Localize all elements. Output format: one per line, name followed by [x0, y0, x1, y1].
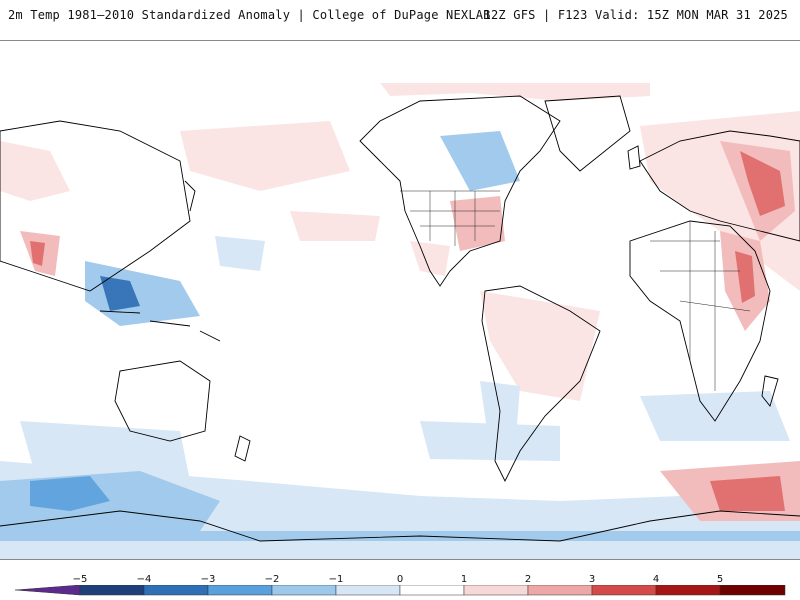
uk-outline	[627, 145, 641, 170]
canada-cold	[440, 131, 520, 191]
colorbar-swatch	[591, 585, 657, 596]
europe-outline	[639, 130, 800, 242]
colorbar-swatch	[143, 585, 209, 596]
antarctic-warm-core	[710, 476, 785, 511]
us-east-warm	[450, 196, 505, 251]
colorbar-tick-label: 2	[524, 574, 532, 585]
mexico-warm	[410, 241, 450, 276]
maritime-continent-deep-cold	[100, 276, 140, 311]
colorbar: −5 −4 −3 −2 −1 0 1 2 3 4 5	[0, 570, 800, 600]
map-title: 2m Temp 1981–2010 Standardized Anomaly |…	[8, 8, 491, 22]
political-borders	[400, 190, 751, 391]
colorbar-tick-label: 1	[460, 574, 468, 585]
asia-outline	[0, 120, 191, 292]
colorbar-tick-label: −3	[200, 574, 216, 585]
colorbar-tick-label: 3	[588, 574, 596, 585]
colorbar-swatch	[335, 585, 401, 596]
indonesia-outline	[99, 310, 221, 342]
madagascar-outline	[761, 375, 779, 407]
india-warm-core	[30, 241, 45, 266]
colorbar-swatch	[399, 585, 465, 596]
arctic-warm-band	[380, 83, 650, 101]
africa-outline	[629, 220, 771, 422]
colorbar-tick-label: −2	[264, 574, 280, 585]
antarctic-deep-cold	[30, 476, 110, 511]
colorbar-swatches	[14, 585, 786, 596]
colorbar-swatch	[463, 585, 529, 596]
australia-outline	[114, 360, 211, 442]
colorbar-tick-label: −5	[72, 574, 88, 585]
north-america-outline	[359, 95, 561, 287]
pacific-warm-patch	[290, 211, 380, 241]
russia-deep-warm	[740, 151, 785, 216]
colorbar-tick-label: −4	[136, 574, 152, 585]
new-zealand-outline	[234, 435, 251, 462]
colorbar-swatch	[655, 585, 721, 596]
greenland-outline	[544, 95, 631, 172]
colorbar-tick-label: −1	[328, 574, 344, 585]
colorbar-tick-label: 4	[652, 574, 660, 585]
world-map-svg	[0, 83, 800, 559]
colorbar-swatch	[79, 585, 145, 596]
east-africa-deep-warm	[735, 251, 755, 303]
header-bar: 2m Temp 1981–2010 Standardized Anomaly |…	[0, 0, 800, 30]
anomaly-map	[0, 40, 800, 560]
anomaly-shading	[0, 83, 800, 559]
coastlines	[0, 95, 800, 542]
colorbar-swatch	[14, 585, 81, 596]
north-pacific-warm	[180, 121, 350, 191]
colorbar-tick-label: 0	[396, 574, 404, 585]
colorbar-tick-label: 5	[716, 574, 724, 585]
south-america-outline	[481, 285, 601, 483]
colorbar-swatch	[527, 585, 593, 596]
japan-outline	[184, 180, 196, 212]
antarctica-outline	[0, 510, 800, 542]
south-america-warm	[480, 291, 600, 401]
colorbar-swatch	[207, 585, 273, 596]
maritime-continent-cold	[85, 261, 200, 326]
south-indian-cold	[640, 391, 790, 441]
west-asia-warm	[0, 141, 70, 201]
south-atlantic-cold	[420, 421, 560, 461]
central-pacific-cold	[215, 236, 265, 271]
colorbar-swatch	[719, 585, 786, 596]
model-run-label: 12Z GFS | F123 Valid: 15Z MON MAR 31 202…	[483, 8, 788, 22]
antarctic-edge-cold	[0, 531, 800, 541]
colorbar-swatch	[271, 585, 337, 596]
